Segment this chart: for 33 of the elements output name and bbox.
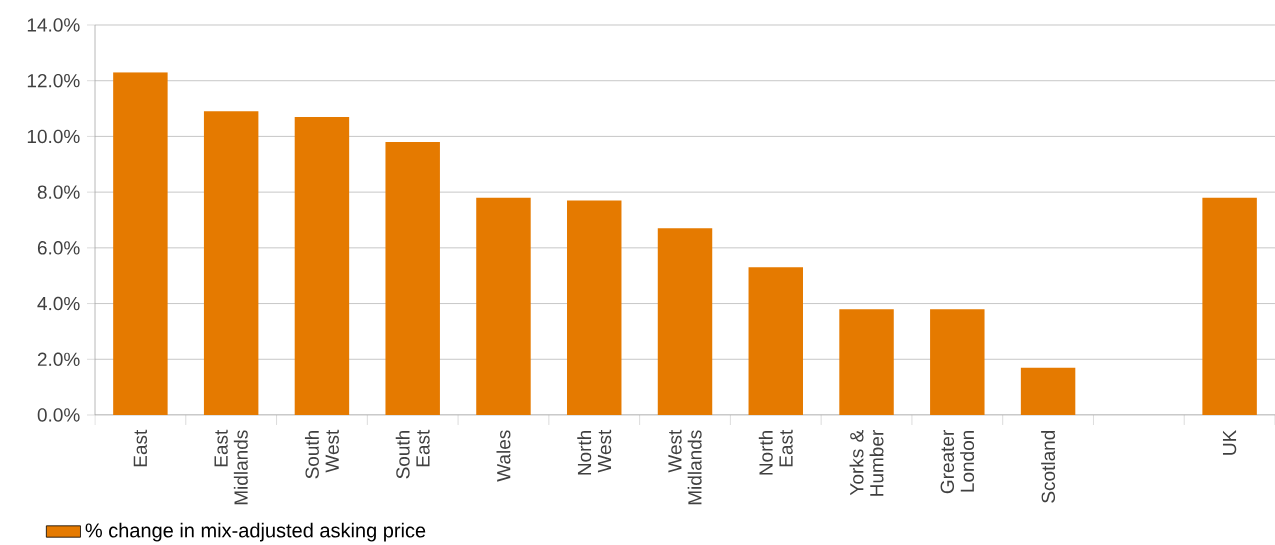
- y-tick-label: 12.0%: [27, 73, 80, 88]
- x-tick-label: West Midlands: [668, 429, 702, 505]
- x-tick-label: North West: [577, 429, 612, 475]
- bar: [294, 116, 350, 415]
- bar: [748, 267, 803, 415]
- y-tick-label: 2.0%: [37, 352, 80, 366]
- bar: [385, 141, 440, 415]
- y-tick-label: 0.0%: [37, 408, 80, 422]
- y-tick-label: 4.0%: [37, 296, 80, 311]
- x-tick-label: Wales: [496, 430, 511, 482]
- y-tick-label: 10.0%: [27, 129, 80, 144]
- bar: [657, 228, 713, 415]
- x-tick-label: South West: [304, 429, 339, 479]
- x-tick-label: North East: [758, 429, 793, 475]
- x-tick-label: East: [133, 429, 148, 467]
- y-tick-label: 14.0%: [27, 18, 80, 32]
- x-tick-label: Yorks & Humber: [849, 430, 884, 496]
- bar: [1202, 197, 1257, 415]
- bar: [567, 200, 622, 415]
- x-tick-label: East Midlands: [214, 429, 248, 505]
- bar: [476, 197, 531, 415]
- x-tick-label: South East: [395, 429, 430, 479]
- x-tick-label: Scotland: [1041, 430, 1056, 503]
- bar: [203, 111, 259, 415]
- bar: [1020, 367, 1076, 415]
- bar: [839, 309, 894, 415]
- bar: [113, 72, 168, 415]
- y-tick-label: 6.0%: [37, 241, 80, 255]
- bar: [930, 309, 985, 415]
- x-tick-label: Greater London: [940, 430, 975, 494]
- y-tick-label: 8.0%: [37, 185, 80, 199]
- legend-label: % change in mix-adjusted asking price: [85, 522, 426, 542]
- x-tick-label: UK: [1222, 429, 1237, 455]
